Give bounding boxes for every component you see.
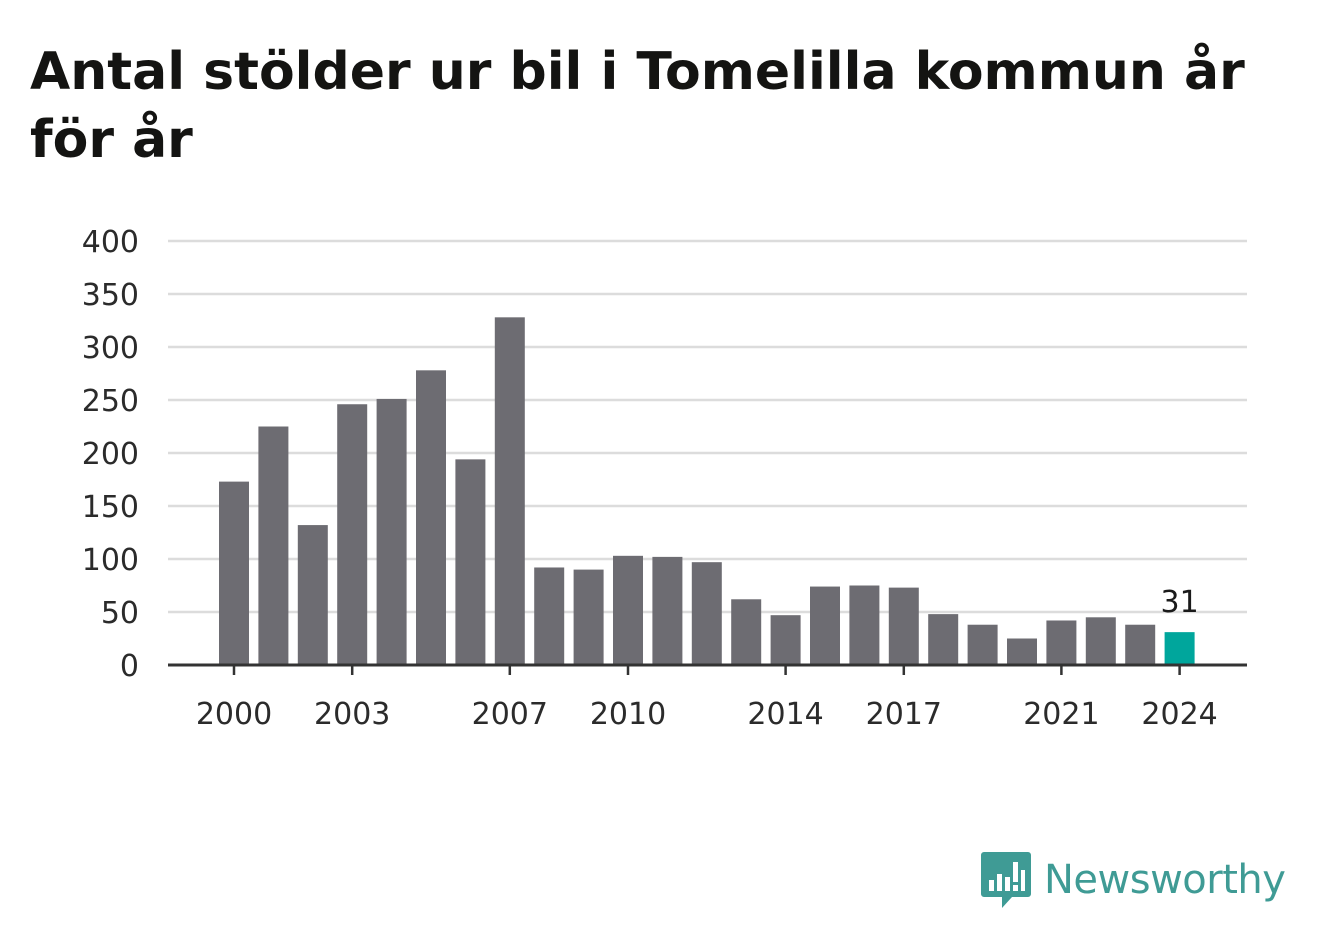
bar-2010 [613,555,643,665]
bar-2006 [455,459,486,665]
bar-2005 [416,370,446,665]
bar-2017 [888,587,919,665]
brand-name: Newsworthy [1044,857,1286,903]
y-tick-label: 350 [82,278,139,313]
x-tick-label: 2010 [590,697,666,732]
bar-2011 [652,556,683,665]
bar-chart-speech-bubble-icon [981,852,1031,908]
x-axis [168,663,1247,675]
bar-2013 [731,599,762,665]
bar-2015 [810,586,840,665]
y-tick-label: 150 [82,490,139,525]
bar-2004 [376,398,407,665]
x-tick-label: 2024 [1141,697,1217,732]
bar-2020 [1007,638,1037,665]
bar-2012 [691,562,722,665]
data-label-2024: 31 [1161,585,1199,620]
bar-2021 [1046,620,1077,665]
bar-2003 [337,404,368,665]
y-tick-label: 50 [101,596,139,631]
newsworthy-logo: Newsworthy [980,850,1286,910]
x-tick-label: 2003 [314,697,390,732]
x-axis-tick-labels: 2000 2003 2007 2010 2014 2017 2021 2024 [196,697,1218,732]
x-tick-label: 2007 [472,697,548,732]
x-tick-label: 2014 [747,697,823,732]
y-axis-tick-labels: 0 50 100 150 200 250 300 350 400 [82,225,139,684]
y-tick-label: 400 [82,225,139,260]
data-labels: 31 [1161,585,1199,620]
bar-2024 [1164,632,1195,665]
bar-2002 [297,525,328,665]
gridlines [168,239,1247,614]
bar-chart: 0 50 100 150 200 250 300 350 400 2000 2003 2007 201… [82,225,1247,732]
y-tick-label: 0 [120,649,139,684]
bar-2023 [1125,624,1156,665]
bar-2018 [928,614,959,665]
bar-2014 [770,615,801,665]
x-tick-label: 2017 [866,697,942,732]
bar-2022 [1085,617,1116,665]
y-tick-label: 100 [82,543,139,578]
bar-2019 [967,624,998,665]
y-tick-label: 200 [82,437,139,472]
bars [219,317,1195,665]
bar-2016 [849,585,880,665]
x-tick-label: 2000 [196,697,272,732]
y-tick-label: 300 [82,331,139,366]
y-tick-label: 250 [82,384,139,419]
chart-title: Antal stölder ur bil i Tomelilla kommun … [30,42,1245,170]
bar-2001 [258,426,289,665]
bar-2000 [219,481,249,665]
bar-2009 [573,569,604,665]
bar-2008 [534,567,565,665]
x-tick-label: 2021 [1023,697,1099,732]
bar-2007 [494,317,525,665]
